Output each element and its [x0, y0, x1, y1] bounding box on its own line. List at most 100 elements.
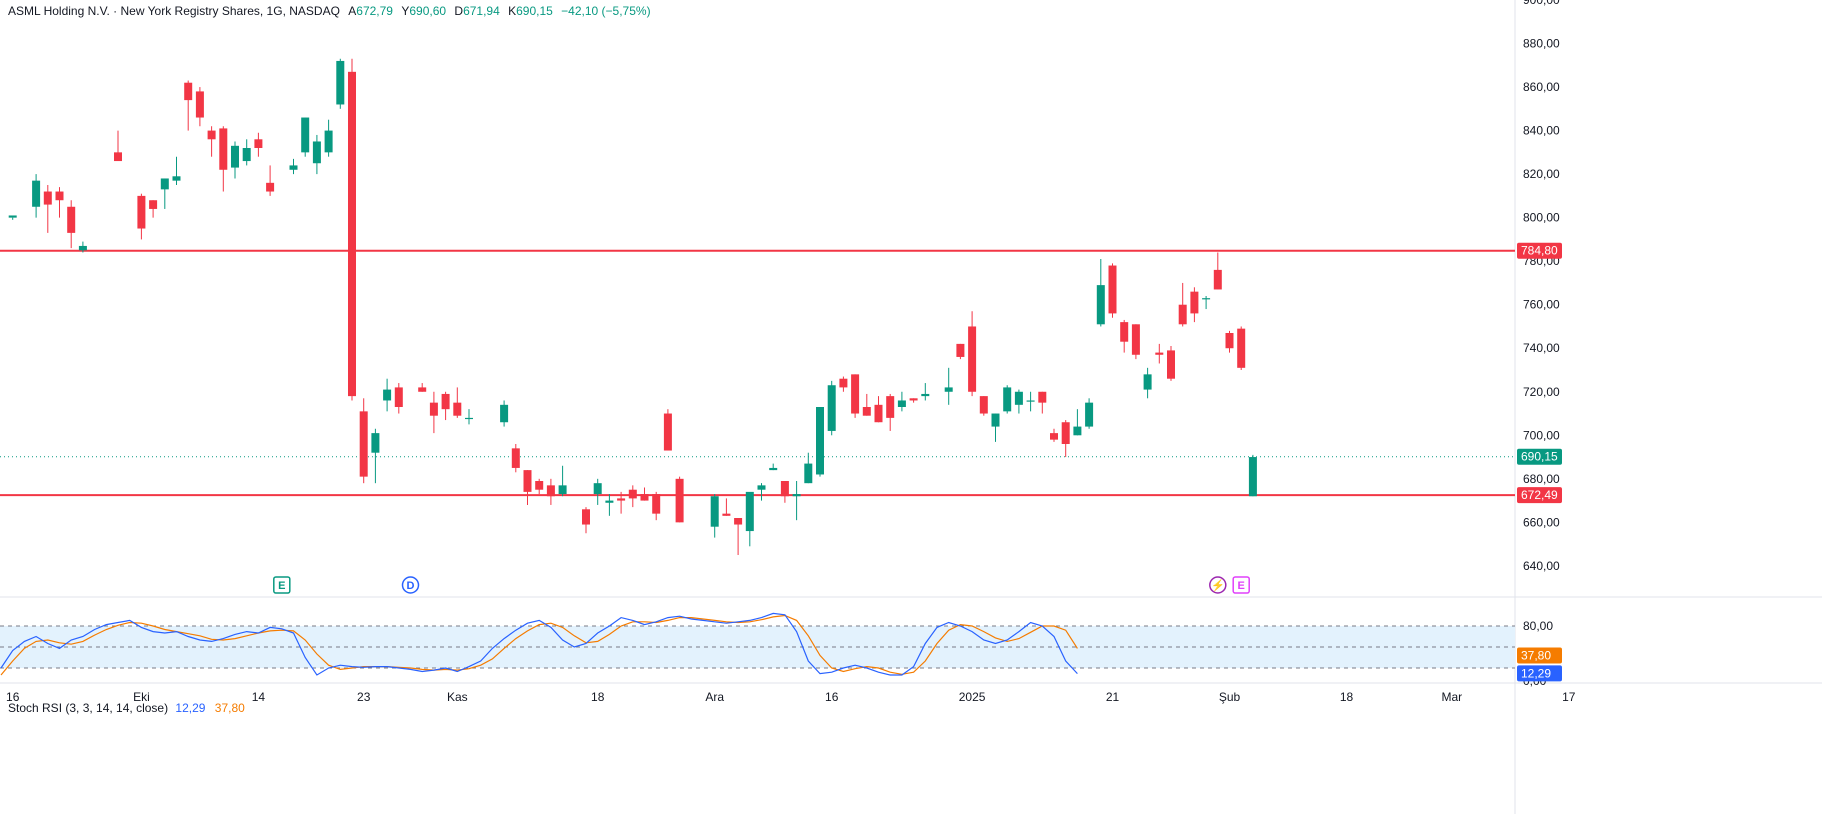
candle[interactable] [546, 478, 555, 505]
stoch-rsi-pane[interactable] [0, 612, 1515, 676]
candle[interactable] [1237, 326, 1246, 370]
candle[interactable] [1155, 343, 1164, 364]
candle[interactable] [429, 391, 438, 434]
candle[interactable] [663, 409, 672, 451]
candle[interactable] [8, 215, 17, 220]
candle[interactable] [1248, 454, 1257, 497]
candle[interactable] [640, 487, 649, 501]
candle[interactable] [1038, 391, 1047, 414]
candle[interactable] [827, 380, 836, 436]
candle[interactable] [710, 494, 719, 538]
candle[interactable] [43, 185, 52, 233]
candle[interactable] [816, 407, 824, 477]
candle[interactable] [137, 193, 146, 240]
candle[interactable] [172, 156, 181, 185]
candle[interactable] [78, 241, 87, 253]
candle[interactable] [1108, 263, 1117, 318]
candle[interactable] [956, 343, 965, 360]
candle[interactable] [535, 478, 544, 495]
candle[interactable] [465, 409, 473, 425]
candle[interactable] [1143, 367, 1152, 399]
candle[interactable] [780, 481, 789, 503]
candle[interactable] [558, 465, 567, 497]
candle[interactable] [289, 158, 298, 175]
candle[interactable] [266, 165, 275, 196]
candle[interactable] [383, 378, 392, 412]
candle[interactable] [874, 396, 883, 423]
candle[interactable] [1003, 385, 1012, 414]
candle[interactable] [1050, 428, 1058, 442]
candle[interactable] [149, 200, 158, 218]
candle[interactable] [722, 498, 731, 516]
candle[interactable] [1225, 330, 1234, 353]
candle[interactable] [1120, 319, 1129, 353]
candle[interactable] [1096, 259, 1105, 327]
candle[interactable] [219, 126, 228, 192]
candle[interactable] [593, 478, 602, 505]
time-axis[interactable]: 16 Eki 14 23 Kas 18 Ara 16 2025 21 Şub 18 Mar 17 [6, 690, 1576, 704]
candle[interactable] [605, 494, 614, 516]
candle[interactable] [851, 374, 860, 418]
candle[interactable] [523, 470, 532, 505]
candle[interactable] [1202, 296, 1211, 310]
price-axis[interactable]: 900,00 640,00 660,00 680,00 700,00 720,00 740,… [1517, 0, 1562, 688]
candle[interactable] [207, 126, 216, 157]
candle[interactable] [1014, 389, 1023, 414]
candle[interactable] [336, 58, 345, 109]
candle[interactable] [453, 387, 462, 418]
candle[interactable] [1026, 391, 1035, 412]
candle[interactable] [1213, 252, 1222, 290]
candle[interactable] [1073, 409, 1082, 436]
candle[interactable] [394, 383, 403, 414]
candle[interactable] [500, 400, 509, 427]
candle[interactable] [441, 391, 450, 421]
candle[interactable] [312, 134, 321, 175]
candle[interactable] [897, 391, 906, 412]
candle[interactable] [359, 398, 368, 484]
candle[interactable] [921, 383, 930, 401]
candle[interactable] [757, 483, 766, 501]
candle[interactable] [944, 367, 953, 405]
candle[interactable] [231, 141, 239, 179]
candle[interactable] [617, 491, 626, 514]
candle[interactable] [55, 187, 64, 218]
candle[interactable] [242, 139, 251, 166]
candle[interactable] [195, 87, 204, 127]
candle[interactable] [804, 452, 813, 484]
candle[interactable] [1178, 282, 1187, 327]
candle[interactable] [254, 132, 263, 157]
candle[interactable] [909, 398, 918, 403]
candle[interactable] [32, 174, 41, 218]
candle[interactable] [324, 119, 333, 157]
candle[interactable] [160, 178, 169, 209]
candle[interactable] [418, 383, 427, 392]
candle[interactable] [769, 463, 778, 471]
candle[interactable] [792, 481, 801, 521]
candle[interactable] [734, 518, 743, 555]
candle[interactable] [371, 428, 380, 484]
candle[interactable] [968, 311, 977, 397]
candle[interactable] [184, 80, 193, 131]
candle[interactable] [1167, 346, 1175, 381]
candle[interactable] [886, 393, 895, 431]
candle[interactable] [628, 485, 637, 508]
candle[interactable] [582, 507, 590, 534]
candle[interactable] [114, 130, 122, 162]
candle[interactable] [862, 393, 871, 416]
candle[interactable] [652, 491, 661, 521]
candle[interactable] [1085, 398, 1094, 429]
candle[interactable] [745, 491, 754, 547]
candle[interactable] [511, 444, 520, 473]
candle[interactable] [979, 396, 988, 416]
candle[interactable] [1061, 420, 1070, 458]
candle[interactable] [1131, 324, 1140, 360]
candle[interactable] [67, 200, 76, 249]
candle[interactable] [839, 376, 848, 392]
candle[interactable] [1190, 287, 1199, 323]
candle[interactable] [991, 413, 1000, 442]
candle[interactable] [348, 58, 356, 401]
candle[interactable] [675, 476, 684, 523]
candle[interactable] [301, 117, 310, 157]
